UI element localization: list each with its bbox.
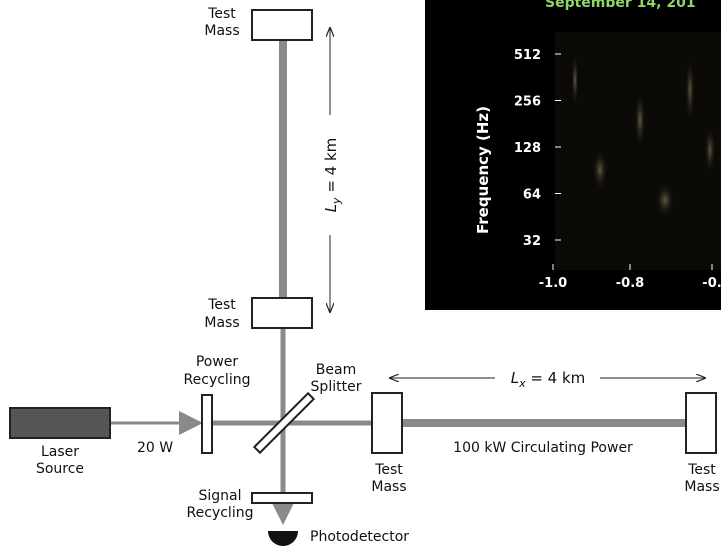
- power-recycling-label: Recycling: [184, 372, 251, 388]
- x-tick-label: -1.0: [539, 276, 567, 291]
- x-tick-label: -0.: [702, 276, 721, 291]
- laser-power: 20 W: [137, 440, 173, 456]
- beam-splitter-label: Splitter: [311, 379, 362, 395]
- arm-length: = 4 km: [322, 138, 340, 198]
- inset-title: September 14, 201: [545, 0, 696, 11]
- signal-recycling-mirror: [251, 492, 313, 504]
- spectrogram: [555, 32, 721, 270]
- arm-subscript: x: [518, 377, 526, 390]
- laser-label: Source: [36, 461, 84, 477]
- test-mass: [251, 9, 313, 41]
- beam-splitter-label: Beam: [316, 362, 356, 378]
- power-recycling-mirror: [201, 394, 213, 454]
- arm-length: = 4 km: [526, 369, 586, 387]
- test-mass: [251, 297, 313, 329]
- arm-subscript: y: [330, 197, 343, 205]
- test-mass-label: Test: [207, 297, 236, 313]
- inset: September 14, 201 Frequency (Hz) 512 256 1…: [425, 0, 721, 310]
- x-tick-label: -0.8: [616, 276, 644, 291]
- spectrogram-texture: [592, 148, 608, 192]
- spectrogram-texture: [704, 125, 716, 175]
- test-mass: [371, 392, 403, 454]
- test-mass-label: Test: [207, 6, 236, 22]
- test-mass-label: Mass: [204, 315, 239, 331]
- y-tick-label: 256: [514, 95, 541, 110]
- y-tick-label: 32: [523, 234, 541, 249]
- spectrogram-texture: [655, 182, 675, 218]
- test-mass: [685, 392, 717, 454]
- test-mass-label: Test: [374, 462, 403, 478]
- signal-recycling-label: Signal: [198, 488, 241, 504]
- test-mass-label: Mass: [371, 479, 406, 495]
- y-tick-label: 512: [514, 48, 541, 63]
- arm-x-label: Lx = 4 km: [511, 369, 586, 390]
- arm-symbol: L: [511, 369, 519, 387]
- photodetector: [268, 531, 298, 546]
- power-recycling-label: Power: [196, 354, 239, 370]
- test-mass-label: Mass: [684, 479, 719, 495]
- laser-source: [9, 407, 111, 439]
- photodetector-label: Photodetector: [310, 529, 409, 545]
- beam-splitter: [252, 391, 316, 455]
- spectrogram-texture: [634, 90, 646, 150]
- signal-recycling-label: Recycling: [187, 505, 254, 521]
- laser-label: Laser: [41, 444, 79, 460]
- y-tick-label: 128: [514, 141, 541, 156]
- y-axis-label: Frequency (Hz): [474, 106, 492, 234]
- circulating-power: 100 kW Circulating Power: [453, 440, 633, 456]
- arm-y-label: Ly = 4 km: [322, 138, 343, 213]
- arm-symbol: L: [322, 204, 340, 212]
- test-mass-label: Mass: [204, 23, 239, 39]
- y-tick-label: 64: [523, 188, 541, 203]
- spectrogram-texture: [571, 50, 579, 110]
- spectrogram-texture: [685, 55, 695, 125]
- test-mass-label: Test: [687, 462, 716, 478]
